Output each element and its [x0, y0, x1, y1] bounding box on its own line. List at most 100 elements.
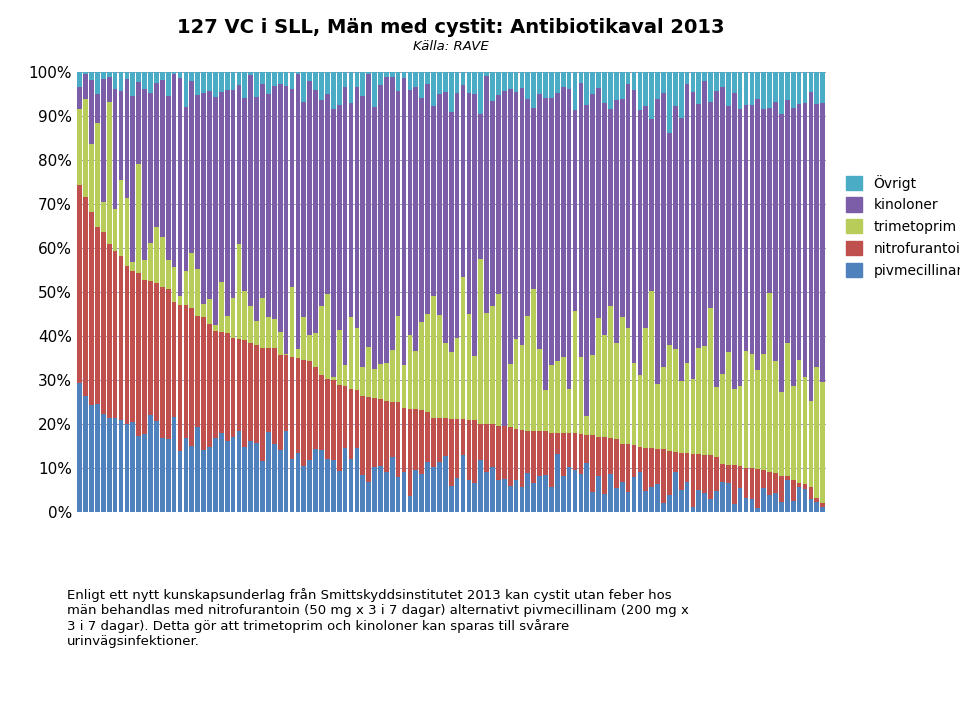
- Bar: [354, 328, 359, 389]
- Bar: [101, 231, 106, 415]
- Bar: [773, 72, 778, 102]
- Bar: [525, 316, 530, 430]
- Bar: [684, 482, 689, 512]
- Bar: [643, 106, 648, 327]
- Bar: [431, 106, 436, 296]
- Bar: [585, 416, 589, 435]
- Bar: [272, 72, 276, 86]
- Bar: [78, 383, 83, 512]
- Bar: [142, 260, 147, 280]
- Bar: [343, 365, 348, 386]
- Bar: [508, 72, 513, 89]
- Bar: [420, 72, 424, 98]
- Bar: [307, 360, 312, 461]
- Bar: [378, 363, 383, 399]
- Bar: [154, 283, 158, 422]
- Bar: [549, 487, 554, 512]
- Bar: [136, 164, 141, 273]
- Bar: [266, 432, 271, 512]
- Bar: [632, 477, 636, 512]
- Bar: [491, 425, 494, 467]
- Bar: [690, 454, 695, 508]
- Bar: [720, 87, 725, 374]
- Bar: [260, 298, 265, 348]
- Bar: [136, 82, 141, 164]
- Bar: [243, 72, 247, 97]
- Bar: [661, 503, 666, 512]
- Bar: [808, 72, 813, 92]
- Bar: [443, 92, 447, 343]
- Bar: [166, 95, 171, 260]
- Bar: [656, 72, 660, 99]
- Bar: [461, 419, 466, 455]
- Bar: [797, 72, 802, 104]
- Bar: [119, 180, 124, 256]
- Bar: [431, 296, 436, 418]
- Bar: [348, 317, 353, 389]
- Bar: [455, 419, 460, 479]
- Bar: [467, 92, 471, 314]
- Bar: [684, 363, 689, 453]
- Bar: [337, 105, 342, 330]
- Bar: [172, 72, 177, 74]
- Bar: [236, 72, 241, 85]
- Bar: [249, 343, 253, 441]
- Bar: [467, 314, 471, 420]
- Bar: [319, 100, 324, 306]
- Bar: [249, 441, 253, 512]
- Bar: [703, 455, 708, 492]
- Bar: [720, 374, 725, 464]
- Bar: [443, 72, 447, 92]
- Bar: [142, 435, 147, 512]
- Bar: [414, 351, 419, 409]
- Bar: [390, 77, 395, 350]
- Bar: [720, 72, 725, 87]
- Bar: [532, 72, 536, 107]
- Bar: [767, 293, 772, 472]
- Bar: [797, 104, 802, 360]
- Bar: [172, 267, 177, 302]
- Bar: [543, 72, 548, 98]
- Bar: [378, 86, 383, 363]
- Bar: [131, 422, 135, 512]
- Bar: [543, 431, 548, 475]
- Bar: [549, 365, 554, 433]
- Bar: [590, 355, 595, 435]
- Bar: [637, 376, 642, 446]
- Bar: [290, 459, 295, 512]
- Bar: [620, 317, 625, 444]
- Bar: [632, 72, 636, 90]
- Bar: [632, 90, 636, 363]
- Bar: [519, 430, 524, 487]
- Bar: [396, 477, 400, 512]
- Bar: [608, 474, 612, 512]
- Bar: [590, 94, 595, 355]
- Bar: [202, 450, 206, 512]
- Bar: [119, 72, 124, 91]
- Bar: [195, 94, 200, 269]
- Bar: [348, 389, 353, 459]
- Bar: [89, 72, 94, 81]
- Bar: [673, 348, 678, 452]
- Bar: [484, 76, 489, 313]
- Bar: [243, 97, 247, 291]
- Bar: [732, 389, 736, 465]
- Bar: [632, 445, 636, 477]
- Bar: [331, 377, 336, 381]
- Bar: [119, 420, 124, 512]
- Bar: [532, 483, 536, 512]
- Bar: [348, 459, 353, 512]
- Bar: [301, 360, 306, 466]
- Bar: [343, 448, 348, 512]
- Bar: [125, 198, 130, 266]
- Bar: [684, 453, 689, 482]
- Bar: [514, 339, 518, 429]
- Bar: [331, 461, 336, 512]
- Bar: [791, 500, 796, 512]
- Bar: [372, 369, 377, 398]
- Bar: [154, 72, 158, 84]
- Bar: [756, 508, 760, 512]
- Bar: [726, 72, 731, 106]
- Bar: [579, 84, 584, 357]
- Bar: [519, 487, 524, 512]
